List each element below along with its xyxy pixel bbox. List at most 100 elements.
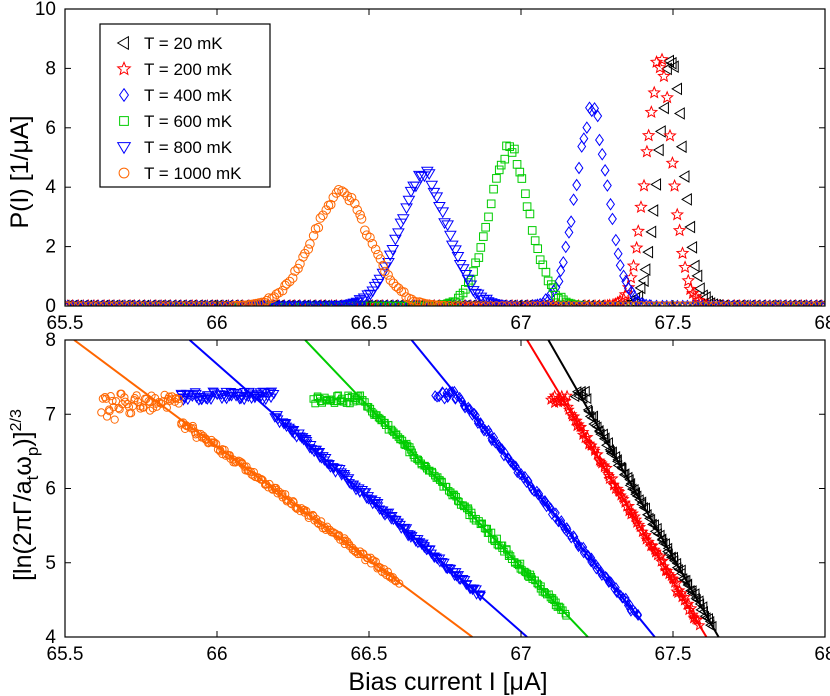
top-data-point [665, 56, 677, 70]
bottom-data-point [184, 422, 193, 431]
top-axis-frame [64, 8, 826, 307]
legend-label: T = 1000 mK [144, 164, 242, 183]
top-data-point [724, 301, 734, 306]
bottom-data-point [588, 442, 601, 454]
top-data-point [487, 299, 501, 306]
bottom-data-point [617, 463, 627, 475]
top-data-point [763, 299, 775, 306]
top-data-point [765, 301, 775, 306]
top-data-point [590, 101, 600, 115]
top-data-point [325, 199, 336, 210]
top-data-point [760, 301, 770, 306]
bottom-data-point [145, 406, 155, 415]
top-data-point [626, 258, 641, 272]
top-data-point [449, 245, 462, 257]
top-data-point [474, 253, 484, 262]
top-data-point [610, 301, 621, 306]
bottom-data-point [606, 472, 619, 484]
bottom-data-point [619, 592, 628, 604]
top-data-point [602, 179, 612, 192]
top-data-point [444, 230, 457, 242]
bottom-data-point [148, 404, 157, 413]
top-data-point [392, 228, 405, 240]
bottom-data-point [312, 448, 324, 459]
bottom-data-point [535, 488, 544, 500]
bottom-data-point [530, 485, 538, 497]
top-data-point [672, 223, 687, 237]
bottom-plot-area [73, 340, 720, 637]
top-data-point [119, 301, 130, 306]
top-data-point [641, 128, 656, 142]
top-data-point [647, 85, 662, 99]
bottom-data-point [334, 464, 346, 475]
bottom-data-point [640, 502, 650, 514]
top-data-point [634, 295, 643, 306]
bottom-data-point [676, 567, 686, 579]
bottom-data-point [350, 486, 362, 496]
bottom-data-point [132, 391, 141, 400]
top-data-point [505, 142, 514, 151]
top-data-point [378, 301, 387, 306]
top-data-point [464, 299, 476, 306]
top-data-point [391, 299, 403, 306]
bottom-data-point [562, 403, 575, 415]
bottom-data-point [601, 570, 610, 583]
top-y-tick-label: 4 [45, 177, 56, 198]
bottom-data-point [634, 609, 642, 621]
top-data-point [675, 246, 690, 260]
bottom-data-point [596, 565, 605, 577]
top-data-point [541, 293, 551, 306]
top-data-point [380, 266, 390, 277]
bottom-data-point [468, 584, 480, 595]
bottom-data-point [369, 499, 382, 510]
top-data-point [564, 226, 574, 239]
top-data-point [631, 224, 646, 238]
top-data-point [88, 301, 99, 306]
bottom-data-point [622, 471, 633, 483]
bottom-data-point [511, 559, 519, 567]
top-data-point [315, 213, 326, 223]
top-data-point [780, 301, 791, 306]
bottom-data-point [685, 585, 695, 597]
bottom-data-point [591, 448, 604, 460]
bottom-data-point [487, 435, 496, 447]
top-data-point [530, 236, 540, 245]
bottom-y-tick-label: 6 [45, 479, 56, 500]
bottom-data-point [621, 592, 630, 604]
top-data-point [605, 301, 615, 306]
bottom-data-point [448, 386, 457, 398]
top-data-point [631, 301, 641, 306]
top-data-point [186, 299, 196, 306]
bottom-data-point [476, 417, 485, 429]
top-data-point [802, 299, 812, 306]
top-data-point [724, 299, 734, 306]
bottom-data-point [628, 510, 641, 522]
bottom-data-point [542, 501, 551, 513]
top-data-point [593, 109, 603, 123]
top-data-point [383, 270, 393, 280]
bottom-data-point [607, 446, 617, 458]
bottom-data-point [221, 451, 231, 460]
top-data-point [382, 258, 395, 269]
bottom-data-point [656, 534, 667, 546]
bottom-data-point [634, 494, 644, 506]
top-data-point [385, 275, 396, 285]
top-data-point [331, 188, 342, 198]
top-data-point [73, 301, 84, 306]
bottom-data-point [513, 464, 522, 476]
bottom-data-point [490, 432, 499, 444]
bottom-data-point [402, 530, 414, 540]
bottom-data-point [453, 390, 462, 402]
top-data-point [500, 154, 510, 164]
top-data-point [389, 234, 402, 246]
top-data-point [646, 301, 656, 306]
bottom-data-point [562, 400, 574, 413]
top-data-point [277, 285, 288, 296]
bottom-data-point [630, 513, 643, 525]
fit-line [73, 340, 473, 637]
top-data-point [515, 167, 525, 177]
top-data-point [776, 301, 786, 306]
top-data-point [681, 273, 696, 287]
